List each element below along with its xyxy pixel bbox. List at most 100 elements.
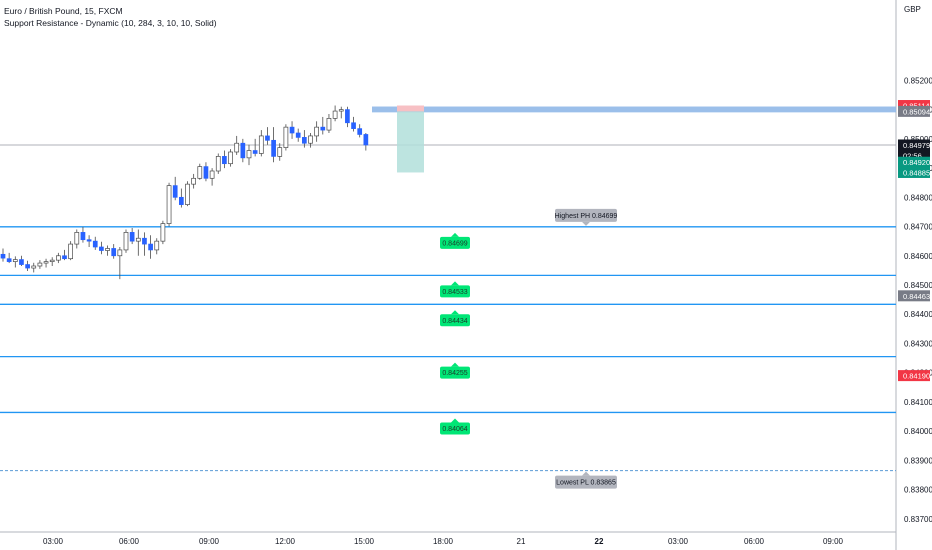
- price-tick-label: 0.84500: [904, 281, 932, 290]
- candle-body: [252, 150, 258, 154]
- time-axis-ticks[interactable]: 03:00 06:00 09:00 12:00 15:00 18:00 21 22 03:00 0…: [43, 537, 844, 546]
- candle-body: [160, 223, 166, 242]
- candle-body: [80, 232, 86, 241]
- candle-body: [74, 232, 80, 245]
- time-tick-label: 12:00: [275, 537, 296, 546]
- candle-body: [258, 135, 264, 154]
- candle-body: [357, 128, 363, 135]
- candle-body: [123, 232, 129, 251]
- resistance-band: [372, 106, 896, 113]
- price-badge-bg: [898, 139, 930, 162]
- candle-body: [111, 248, 117, 257]
- candle-body: [142, 237, 147, 245]
- level-label-bg: [440, 366, 470, 379]
- price-tick-label: 0.84000: [904, 427, 932, 436]
- price-badge-bg: [898, 100, 930, 112]
- candle-body: [265, 135, 270, 141]
- price-badge-bg: [898, 166, 930, 178]
- level-label: 0.84699: [442, 240, 467, 247]
- candle-body: [191, 177, 196, 185]
- level-label-bg: [440, 314, 470, 327]
- time-tick-label: 15:00: [354, 537, 375, 546]
- candle-body: [197, 166, 203, 179]
- level-label-pointer: [451, 362, 459, 367]
- price-badge-bg: [898, 156, 930, 168]
- candle-body: [240, 142, 246, 159]
- candle-body: [135, 237, 141, 242]
- currency-label: GBP: [904, 5, 921, 14]
- price-badge: 0.84190: [903, 372, 930, 381]
- price-tick-label: 0.84100: [904, 398, 932, 407]
- price-tick-label: 0.83900: [904, 456, 932, 465]
- price-tick-label: 0.83700: [904, 515, 932, 524]
- price-tick-label: 0.84800: [904, 193, 932, 202]
- candle-body: [86, 239, 92, 242]
- candle-body: [6, 258, 12, 262]
- candle-body: [363, 134, 369, 146]
- candle-body: [117, 249, 123, 257]
- candle-body: [154, 240, 160, 251]
- price-tick-label: 0.84400: [904, 310, 932, 319]
- candle-body: [0, 253, 6, 259]
- candle-body: [277, 147, 283, 157]
- candle-body: [19, 259, 24, 265]
- level-label-bg: [440, 236, 470, 249]
- candlestick-series: [0, 105, 369, 280]
- highest-pivot-label-bg: [555, 208, 617, 222]
- level-label: 0.84533: [442, 289, 467, 296]
- candle-body: [99, 246, 104, 251]
- candle-body: [203, 166, 209, 179]
- candle-body: [271, 139, 276, 157]
- level-label: 0.84064: [442, 426, 467, 433]
- candle-body: [185, 183, 190, 205]
- countdown-badge: 02:56: [903, 151, 922, 160]
- price-tick-label: 0.83800: [904, 486, 932, 495]
- candle-body: [302, 137, 307, 144]
- candle-body: [37, 262, 43, 267]
- candle-body: [222, 156, 227, 165]
- price-badge-bg: [898, 290, 930, 302]
- time-tick-label: 03:00: [668, 537, 689, 546]
- time-tick-label: 09:00: [199, 537, 220, 546]
- candle-body: [166, 185, 172, 224]
- candle-body: [172, 185, 178, 198]
- level-label: 0.84255: [442, 370, 467, 377]
- level-label-pointer: [451, 281, 459, 286]
- lowest-pivot-label: Lowest PL 0.83865: [556, 480, 616, 487]
- time-tick-label: 18:00: [433, 537, 454, 546]
- price-badge: 0.85094: [903, 107, 930, 116]
- price-badge: 0.84920: [903, 158, 930, 167]
- candle-body: [234, 142, 240, 153]
- candle-body: [345, 109, 350, 124]
- position-target-zone: [397, 111, 424, 173]
- lowest-pivot-label-pointer: [582, 471, 590, 476]
- price-badge: 0.84885: [903, 168, 930, 177]
- candle-body: [338, 109, 344, 112]
- time-tick-label: 22: [595, 537, 604, 546]
- price-badge: 0.84979: [903, 141, 930, 150]
- time-tick-label: 03:00: [43, 537, 64, 546]
- candle-body: [31, 265, 37, 269]
- price-badge-bg: [898, 370, 930, 382]
- highest-pivot-label: Highest PH 0.84699: [555, 213, 618, 220]
- position-tool[interactable]: [397, 105, 424, 173]
- support-resistance-levels: 0.84699 0.84533 0.84434 0.84255 0.84064 Highe…: [0, 106, 896, 489]
- level-label: 0.84434: [442, 318, 467, 325]
- level-label-bg: [440, 285, 470, 298]
- candle-body: [209, 170, 215, 179]
- candle-body: [320, 126, 326, 131]
- indicator-legend[interactable]: Support Resistance - Dynamic (10, 284, 3…: [4, 18, 217, 28]
- time-tick-label: 06:00: [744, 537, 765, 546]
- price-badge-bg: [898, 105, 930, 117]
- time-tick-label: 09:00: [823, 537, 844, 546]
- candle-body: [92, 240, 98, 248]
- highest-pivot-label-pointer: [582, 221, 590, 226]
- candle-body: [215, 156, 221, 172]
- candle-body: [332, 110, 338, 119]
- symbol-legend[interactable]: Euro / British Pound, 15, FXCM: [4, 6, 123, 16]
- price-tick-label: 0.84700: [904, 223, 932, 232]
- price-axis-badges: 0.851140.850940.8497902:560.849200.84885…: [898, 100, 930, 382]
- candle-body: [289, 126, 295, 134]
- candle-body: [12, 259, 18, 262]
